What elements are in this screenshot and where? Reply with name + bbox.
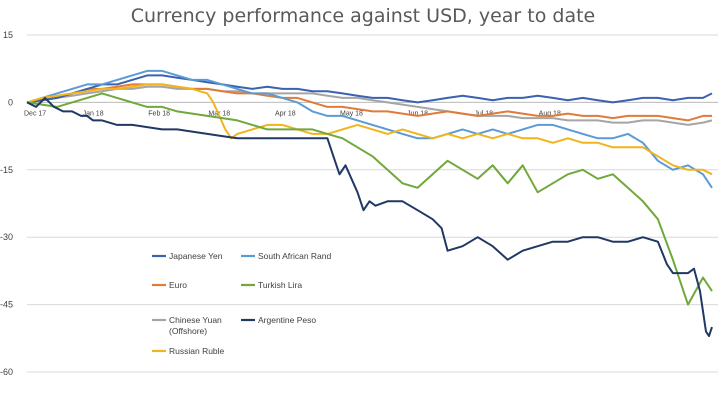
- legend-label: Russian Ruble: [169, 346, 225, 356]
- x-tick-label: Aug 18: [539, 110, 561, 117]
- y-tick-label: -45: [0, 300, 13, 310]
- y-axis: 15 0 -15 -30 -45 -60: [0, 30, 13, 377]
- series-line-chinese-yuan-offshore: [26, 85, 713, 126]
- legend-label: Turkish Lira: [258, 280, 302, 290]
- y-tick-label: 0: [8, 97, 13, 107]
- legend-item: South African Rand: [241, 251, 332, 261]
- legend-item: Japanese Yen: [152, 251, 223, 261]
- series-line-russian-ruble: [26, 83, 713, 176]
- legend-label: (Offshore): [169, 326, 207, 336]
- y-tick-label: -30: [0, 232, 13, 242]
- x-tick-label: Feb 18: [148, 110, 170, 117]
- x-tick-label: Jun 18: [407, 110, 428, 117]
- gridlines: [27, 34, 718, 373]
- series-line-south-african-rand: [26, 69, 713, 189]
- y-tick-label: -15: [0, 165, 13, 175]
- legend-label: Chinese Yuan: [169, 315, 222, 325]
- x-tick-label: Apr 18: [275, 110, 296, 117]
- legend-label: Argentine Peso: [258, 315, 316, 325]
- series-line-argentine-peso: [26, 96, 713, 338]
- legend-item: Argentine Peso: [241, 315, 316, 325]
- legend-item: Russian Ruble: [152, 346, 225, 356]
- legend-item: Turkish Lira: [241, 280, 302, 290]
- legend-label: South African Rand: [258, 251, 332, 261]
- x-tick-label: Jul 18: [474, 110, 493, 117]
- legend-item: Euro: [152, 280, 187, 290]
- legend-label: Euro: [169, 280, 187, 290]
- x-tick-label: Dec 17: [24, 110, 46, 117]
- y-tick-label: -60: [0, 367, 13, 377]
- legend: Japanese Yen South African Rand Euro Turkis…: [152, 251, 332, 356]
- x-tick-label: Jan 18: [83, 110, 104, 117]
- series-line-turkish-lira: [26, 92, 713, 306]
- y-tick-label: 15: [3, 30, 13, 40]
- series-line-japanese-yen: [26, 74, 713, 104]
- x-tick-label: May 18: [340, 110, 363, 117]
- series-lines: [26, 69, 713, 338]
- chart-title: Currency performance against USD, year t…: [131, 5, 595, 27]
- legend-label: Japanese Yen: [169, 251, 223, 261]
- legend-item: Chinese Yuan(Offshore): [152, 315, 222, 336]
